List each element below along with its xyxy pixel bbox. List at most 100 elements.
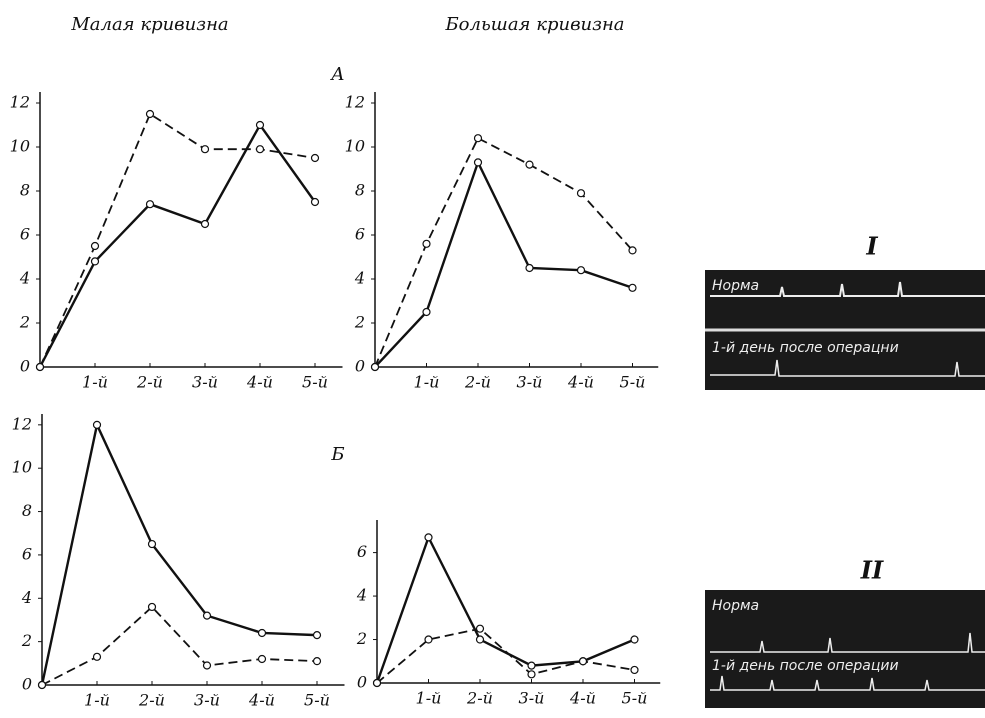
- point: [475, 135, 482, 142]
- point: [578, 267, 585, 274]
- y-tick-label: 0: [22, 675, 32, 694]
- series-line: [42, 425, 317, 685]
- point: [259, 629, 266, 636]
- y-tick-label: 6: [22, 544, 32, 563]
- y-tick-label: 10: [345, 137, 365, 156]
- point: [202, 221, 209, 228]
- point: [314, 658, 321, 665]
- point: [257, 146, 264, 153]
- x-tick-label: 2-й: [466, 689, 493, 708]
- series-line: [40, 125, 315, 367]
- x-tick-label: 4-й: [248, 691, 275, 710]
- x-tick-label: 2-й: [138, 691, 165, 710]
- x-tick-label: 1-й: [82, 373, 108, 392]
- point: [425, 534, 432, 541]
- point: [425, 636, 432, 643]
- ecg-label: I: [865, 232, 878, 261]
- y-tick-label: 6: [355, 225, 365, 244]
- section-label: А: [329, 64, 345, 85]
- y-tick-label: 6: [357, 542, 367, 561]
- ecg-label: II: [860, 556, 884, 585]
- point: [528, 671, 535, 678]
- point: [257, 122, 264, 129]
- left-header: Малая кривизна: [70, 14, 228, 35]
- point: [94, 653, 101, 660]
- y-tick-label: 8: [22, 501, 32, 520]
- point: [147, 111, 154, 118]
- series-line: [42, 607, 317, 685]
- point: [477, 625, 484, 632]
- x-tick-label: 2-й: [136, 373, 163, 392]
- ecg-text: 1-й день после операцни: [712, 340, 899, 356]
- point: [312, 199, 319, 206]
- point: [202, 146, 209, 153]
- chart: 0 2 4 6 8 10 12 1-й 2-й 3-й 4-й 5-й: [10, 92, 343, 392]
- point: [94, 421, 101, 428]
- x-tick-label: 4-й: [569, 689, 596, 708]
- x-tick-label: 3-й: [192, 373, 218, 392]
- x-tick-label: 3-й: [194, 691, 220, 710]
- y-tick-label: 10: [12, 458, 32, 477]
- point: [312, 155, 319, 162]
- y-tick-label: 8: [20, 181, 30, 200]
- point: [372, 364, 379, 371]
- y-tick-label: 12: [10, 93, 30, 112]
- point: [526, 161, 533, 168]
- point: [39, 682, 46, 689]
- point: [578, 190, 585, 197]
- series-line: [377, 537, 635, 683]
- x-tick-label: 1-й: [414, 373, 440, 392]
- point: [423, 309, 430, 316]
- series-line: [375, 138, 633, 367]
- point: [92, 258, 99, 265]
- y-tick-label: 6: [20, 225, 30, 244]
- series-line: [375, 162, 633, 367]
- ecg-image: Норма 1-й день после операцни: [705, 270, 985, 390]
- y-tick-label: 4: [21, 588, 32, 607]
- ecg-text: Норма: [712, 278, 759, 294]
- right-header: Большая кривизна: [444, 14, 624, 35]
- x-tick-label: 5-й: [620, 373, 646, 392]
- x-tick-label: 4-й: [246, 373, 273, 392]
- y-tick-label: 2: [19, 313, 30, 332]
- y-tick-label: 2: [356, 629, 367, 648]
- point: [629, 247, 636, 254]
- point: [37, 364, 44, 371]
- y-tick-label: 4: [356, 586, 367, 605]
- section-label: Б: [330, 444, 344, 465]
- x-tick-label: 5-й: [302, 373, 328, 392]
- y-tick-label: 4: [354, 269, 365, 288]
- ecg-text: Норма: [712, 598, 759, 614]
- x-tick-label: 4-й: [567, 373, 594, 392]
- series-line: [40, 114, 315, 367]
- point: [259, 655, 266, 662]
- x-tick-label: 5-й: [622, 689, 648, 708]
- x-tick-label: 3-й: [519, 689, 545, 708]
- point: [147, 201, 154, 208]
- x-tick-label: 5-й: [304, 691, 330, 710]
- point: [631, 636, 638, 643]
- y-tick-label: 0: [355, 357, 365, 376]
- point: [528, 662, 535, 669]
- point: [204, 612, 211, 619]
- point: [149, 603, 156, 610]
- ecg-text: 1-й день после операции: [712, 658, 899, 674]
- x-tick-label: 3-й: [517, 373, 543, 392]
- y-tick-label: 0: [357, 673, 367, 692]
- point: [92, 243, 99, 250]
- point: [204, 662, 211, 669]
- point: [314, 632, 321, 639]
- y-tick-label: 12: [345, 93, 365, 112]
- point: [149, 541, 156, 548]
- y-tick-label: 10: [10, 137, 30, 156]
- y-tick-label: 8: [355, 181, 365, 200]
- y-tick-label: 4: [19, 269, 30, 288]
- point: [477, 636, 484, 643]
- y-tick-label: 0: [20, 357, 30, 376]
- figure: Малая кривизна Большая кривизна А Б I Но…: [0, 0, 985, 714]
- point: [526, 265, 533, 272]
- x-tick-label: 1-й: [416, 689, 442, 708]
- y-tick-label: 12: [12, 414, 32, 433]
